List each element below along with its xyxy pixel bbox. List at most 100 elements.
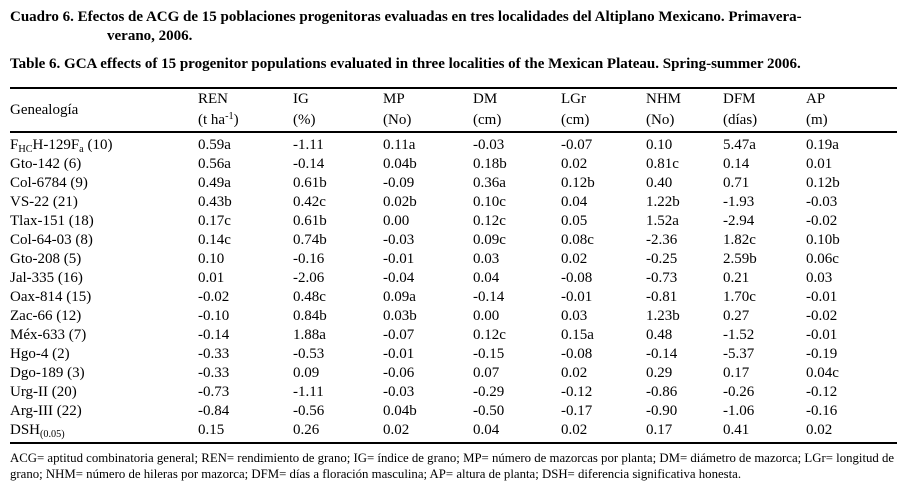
cell-mp: -0.07 xyxy=(383,327,415,343)
row-genealogy-label: FHCH-129Fa (10) xyxy=(10,137,113,155)
cell-nhm: -0.25 xyxy=(646,251,678,267)
cell-dm: 0.04 xyxy=(473,422,500,438)
cell-ren: 0.59a xyxy=(198,137,231,153)
cell-ig: 0.61b xyxy=(293,213,327,229)
column-header-dm: DM xyxy=(473,91,498,107)
cell-dm: -0.03 xyxy=(473,137,505,153)
row-genealogy-label: Gto-208 (5) xyxy=(10,251,82,267)
cell-dfm: 0.71 xyxy=(723,175,750,191)
column-header-lgr: LGr xyxy=(561,91,586,107)
cell-nhm: 0.48 xyxy=(646,327,673,343)
column-header-dfm: DFM xyxy=(723,91,756,107)
cell-nhm: -0.90 xyxy=(646,403,678,419)
cell-ig: -1.11 xyxy=(293,384,324,400)
row-genealogy-label: Oax-814 (15) xyxy=(10,289,92,305)
table-row: Gto-142 (6) 0.56a -0.14 0.04b 0.18b 0.02 0.81c… xyxy=(10,155,897,174)
cell-ren: 0.49a xyxy=(198,175,231,191)
row-genealogy-label: Méx-633 (7) xyxy=(10,327,87,343)
cell-ig: 0.09 xyxy=(293,365,320,381)
cell-lgr: 0.02 xyxy=(561,251,588,267)
cell-lgr: 0.08c xyxy=(561,232,594,248)
cell-ap: 0.03 xyxy=(806,270,833,286)
cell-ren: 0.15 xyxy=(198,422,225,438)
cell-ap: -0.02 xyxy=(806,213,838,229)
cell-lgr: 0.04 xyxy=(561,194,588,210)
cell-mp: 0.09a xyxy=(383,289,416,305)
row-genealogy-label: Urg-II (20) xyxy=(10,384,77,400)
cell-lgr: 0.12b xyxy=(561,175,595,191)
cell-mp: 0.11a xyxy=(383,137,416,153)
cell-nhm: 0.81c xyxy=(646,156,679,172)
table-row: Dgo-189 (3) -0.33 0.09 -0.06 0.07 0.02 0.29 0.1… xyxy=(10,364,897,383)
cell-dfm: 1.70c xyxy=(723,289,756,305)
cell-dm: -0.50 xyxy=(473,403,505,419)
cell-mp: -0.01 xyxy=(383,346,415,362)
column-header-nhm: NHM xyxy=(646,91,682,107)
cell-ap: -0.03 xyxy=(806,194,838,210)
row-genealogy-label: Dgo-189 (3) xyxy=(10,365,85,381)
cell-ren: -0.33 xyxy=(198,365,230,381)
table-row: Jal-335 (16) 0.01 -2.06 -0.04 0.04 -0.08 -0.73… xyxy=(10,269,897,288)
gca-effects-table: Genealogía REN IG MP DM LGr NHM DFM AP (t ha-1) (%… xyxy=(10,87,897,444)
cell-mp: 0.04b xyxy=(383,156,417,172)
cell-dm: 0.36a xyxy=(473,175,506,191)
cell-nhm: 1.22b xyxy=(646,194,680,210)
cell-mp: 0.03b xyxy=(383,308,417,324)
cell-dfm: -5.37 xyxy=(723,346,755,362)
cell-nhm: 0.17 xyxy=(646,422,673,438)
cell-dfm: 0.14 xyxy=(723,156,750,172)
table-row: Gto-208 (5) 0.10 -0.16 -0.01 0.03 0.02 -0.25 2.… xyxy=(10,250,897,269)
cell-lgr: -0.01 xyxy=(561,289,593,305)
cell-dm: 0.07 xyxy=(473,365,500,381)
cell-ren: 0.43b xyxy=(198,194,232,210)
cell-ap: 0.10b xyxy=(806,232,840,248)
cell-mp: -0.01 xyxy=(383,251,415,267)
column-unit-dfm: (días) xyxy=(723,112,758,128)
cell-dm: 0.09c xyxy=(473,232,506,248)
cell-ig: -1.11 xyxy=(293,137,324,153)
column-unit-dm: (cm) xyxy=(473,112,502,128)
row-genealogy-label: Jal-335 (16) xyxy=(10,270,83,286)
cell-ren: 0.01 xyxy=(198,270,225,286)
cell-lgr: 0.02 xyxy=(561,422,588,438)
cell-mp: 0.04b xyxy=(383,403,417,419)
cell-ren: -0.14 xyxy=(198,327,230,343)
cell-lgr: -0.07 xyxy=(561,137,593,153)
cell-ig: -2.06 xyxy=(293,270,325,286)
caption-english: Table 6. GCA effects of 15 progenitor po… xyxy=(10,56,801,72)
cell-dm: 0.10c xyxy=(473,194,506,210)
cell-lgr: 0.02 xyxy=(561,156,588,172)
cell-dfm: -2.94 xyxy=(723,213,755,229)
cell-ap: -0.02 xyxy=(806,308,838,324)
column-header-ap: AP xyxy=(806,91,826,107)
cell-dfm: 2.59b xyxy=(723,251,757,267)
table-row: Oax-814 (15) -0.02 0.48c 0.09a -0.14 -0.01 -0.… xyxy=(10,288,897,307)
cell-dfm: 0.17 xyxy=(723,365,750,381)
caption-spanish-line2: verano, 2006. xyxy=(107,28,193,44)
row-genealogy-label: Col-64-03 (8) xyxy=(10,232,93,248)
cell-ap: 0.19a xyxy=(806,137,839,153)
cell-ren: -0.73 xyxy=(198,384,230,400)
cell-mp: 0.00 xyxy=(383,213,410,229)
cell-ren: 0.56a xyxy=(198,156,231,172)
cell-lgr: 0.15a xyxy=(561,327,594,343)
cell-ig: 1.88a xyxy=(293,327,326,343)
cell-ig: -0.53 xyxy=(293,346,325,362)
column-unit-ig: (%) xyxy=(293,112,316,128)
table-header: Genealogía REN IG MP DM LGr NHM DFM AP (t ha-1) (%… xyxy=(10,88,897,132)
column-unit-ren: (t ha-1) xyxy=(198,111,239,128)
cell-nhm: -0.14 xyxy=(646,346,678,362)
cell-ren: -0.10 xyxy=(198,308,230,324)
cell-mp: -0.03 xyxy=(383,384,415,400)
cell-dfm: -1.06 xyxy=(723,403,755,419)
cell-ig: 0.48c xyxy=(293,289,326,305)
cell-ren: -0.84 xyxy=(198,403,230,419)
row-genealogy-label: Zac-66 (12) xyxy=(10,308,82,324)
row-genealogy-label: Tlax-151 (18) xyxy=(10,213,94,229)
cell-ig: -0.16 xyxy=(293,251,325,267)
cell-ren: 0.17c xyxy=(198,213,231,229)
cell-nhm: -0.86 xyxy=(646,384,678,400)
cell-mp: -0.04 xyxy=(383,270,415,286)
cell-lgr: 0.02 xyxy=(561,365,588,381)
